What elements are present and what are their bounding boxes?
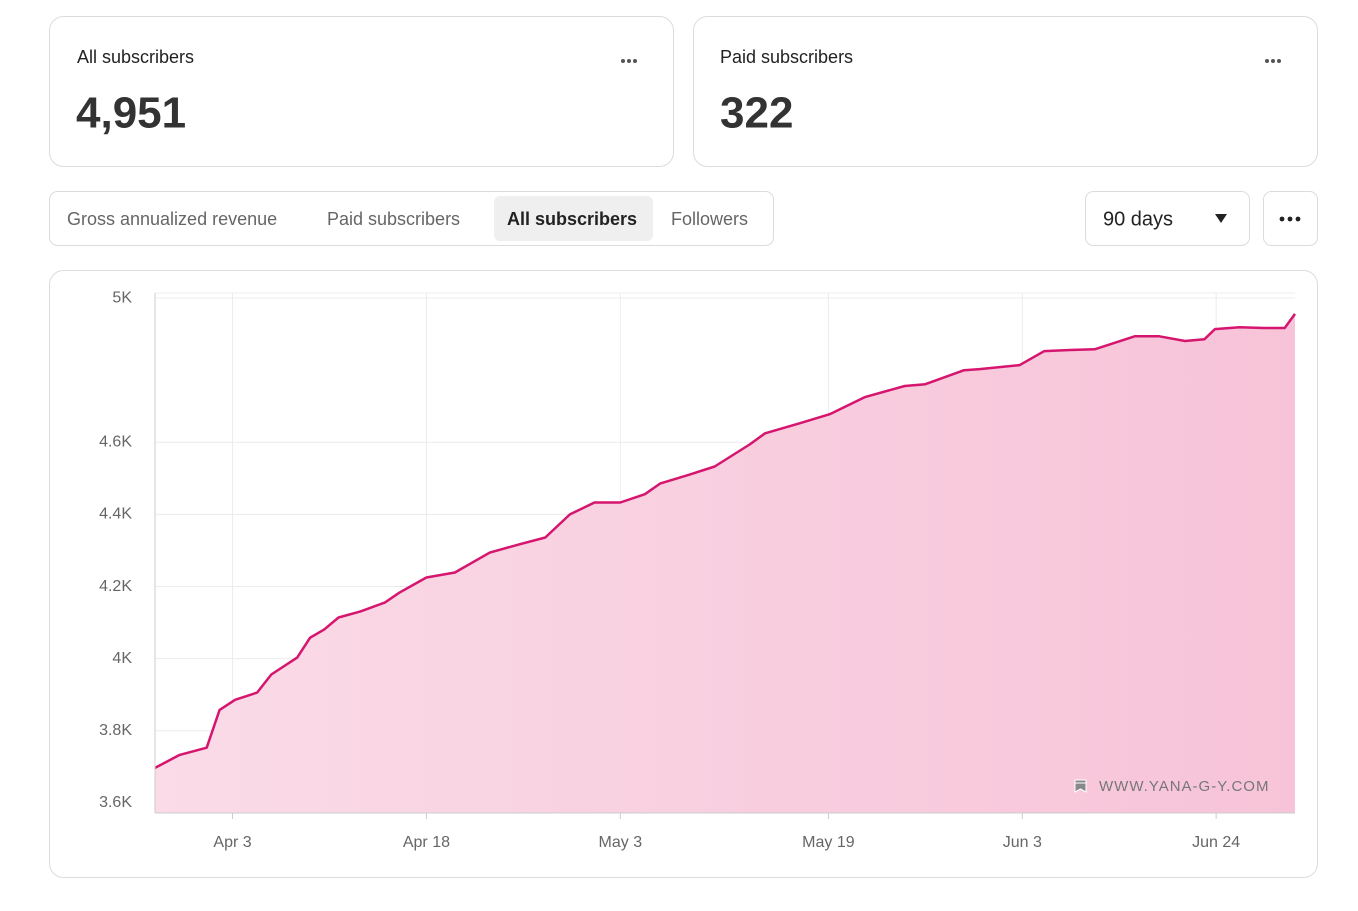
tab[interactable]: Gross annualized revenue <box>67 209 277 229</box>
card-value: 4,951 <box>76 89 186 138</box>
card <box>693 16 1318 167</box>
x-tick-label: Jun 24 <box>1192 834 1240 851</box>
range-select[interactable] <box>1085 191 1250 246</box>
y-tick-label: 3.6K <box>99 794 132 811</box>
y-tick-label: 3.8K <box>99 722 132 739</box>
x-tick-label: May 3 <box>599 834 643 851</box>
tab[interactable]: Followers <box>671 209 748 229</box>
card-label: All subscribers <box>77 47 194 67</box>
x-tick-label: May 19 <box>802 834 855 851</box>
watermark-icon <box>1074 779 1087 793</box>
dropdown-arrow <box>1215 214 1227 223</box>
line <box>154 313 1297 770</box>
tab[interactable]: Paid subscribers <box>327 209 460 229</box>
tab-active-bg <box>494 196 653 241</box>
y-tick-label: 4.2K <box>99 578 132 595</box>
x-tick-label: Jun 3 <box>1003 834 1042 851</box>
y-tick-label: 4.4K <box>99 506 132 523</box>
tab[interactable]: All subscribers <box>507 209 637 229</box>
x-tick-label: Apr 3 <box>213 834 251 851</box>
range-label: 90 days <box>1103 208 1173 230</box>
more-icon <box>1279 216 1301 222</box>
card-label: Paid subscribers <box>720 47 853 67</box>
card-menu[interactable] <box>1265 59 1281 63</box>
card-value: 322 <box>720 89 793 138</box>
card-menu[interactable] <box>621 59 637 63</box>
area-fill <box>155 313 1295 813</box>
watermark: WWW.YANA-G-Y.COM <box>1099 778 1269 795</box>
y-tick-label: 5K <box>112 289 132 306</box>
y-tick-label: 4.6K <box>99 434 132 451</box>
card <box>49 16 674 167</box>
x-tick-label: Apr 18 <box>403 834 450 851</box>
y-tick-label: 4K <box>112 650 132 667</box>
